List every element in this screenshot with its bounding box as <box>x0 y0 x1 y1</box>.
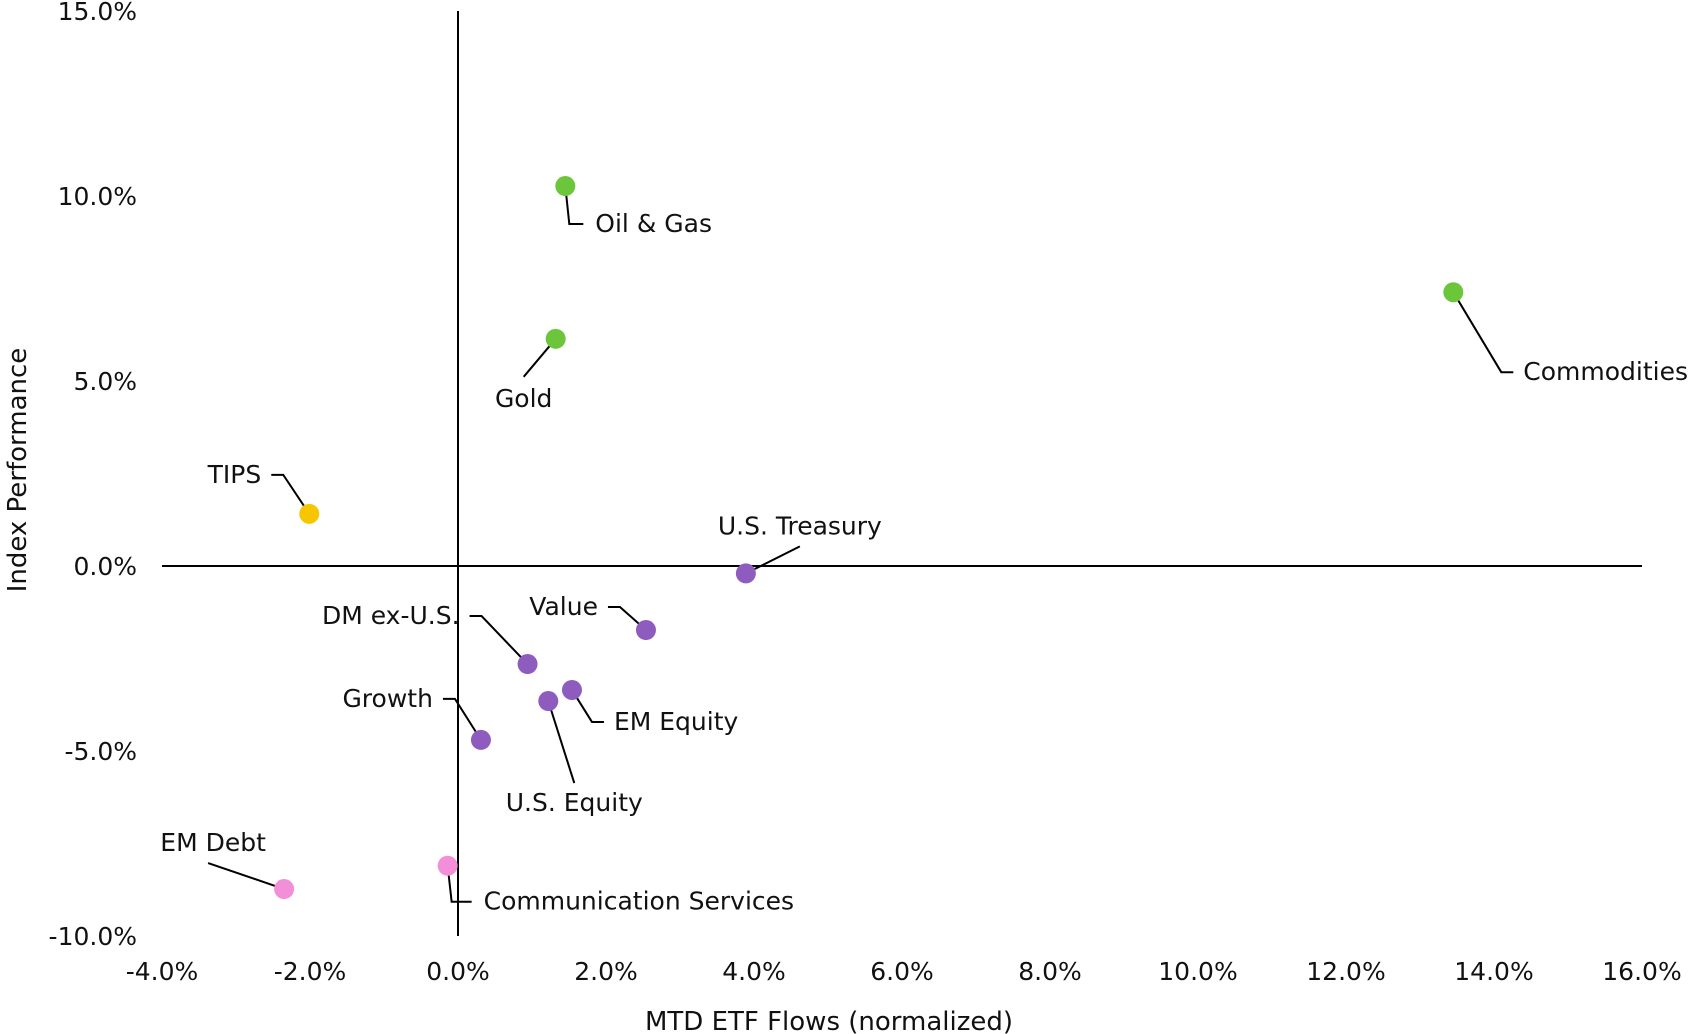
data-point-label: U.S. Treasury <box>718 511 882 540</box>
leader-line <box>469 615 529 665</box>
leader-line <box>607 606 647 631</box>
x-tick-label: 0.0% <box>426 957 490 986</box>
data-point-label: U.S. Equity <box>506 788 643 817</box>
data-point-label: EM Debt <box>160 828 266 857</box>
data-point[interactable] <box>437 855 458 876</box>
leader-line <box>547 700 576 784</box>
data-points <box>274 176 1464 900</box>
x-tick-label: 4.0% <box>722 957 786 986</box>
data-point-label: TIPS <box>207 460 262 489</box>
data-point[interactable] <box>555 176 576 197</box>
x-tick-label: 2.0% <box>574 957 638 986</box>
data-point-label: Communication Services <box>484 887 794 916</box>
x-tick-label: 10.0% <box>1158 957 1237 986</box>
data-point[interactable] <box>299 503 320 524</box>
data-point[interactable] <box>545 328 566 349</box>
data-point[interactable] <box>274 879 295 900</box>
y-tick-label: -5.0% <box>64 737 137 766</box>
leader-line <box>571 689 604 723</box>
data-point-label: DM ex-U.S. <box>322 601 460 630</box>
axes <box>162 11 1642 936</box>
x-tick-label: 16.0% <box>1602 957 1681 986</box>
y-tick-label: 15.0% <box>58 0 137 26</box>
leader-line <box>271 473 311 515</box>
x-tick-label: -4.0% <box>126 957 199 986</box>
x-tick-label: 6.0% <box>870 957 934 986</box>
leader-line <box>1452 291 1514 374</box>
tick-labels: -4.0% -2.0% 0.0% 2.0% 4.0% 6.0% 8.0% 10.0% 12.0%… <box>49 0 1682 986</box>
y-tick-label: 0.0% <box>73 552 137 581</box>
data-point-label: Oil & Gas <box>595 209 712 238</box>
y-tick-label: -10.0% <box>49 922 137 951</box>
leader-line <box>442 697 482 741</box>
leader-line <box>745 545 801 575</box>
data-point[interactable] <box>538 691 559 712</box>
data-point-label: Value <box>529 592 598 621</box>
x-tick-label: -2.0% <box>274 957 347 986</box>
y-axis-title: Index Performance <box>3 348 33 593</box>
data-point[interactable] <box>635 620 656 641</box>
leader-line <box>446 865 472 903</box>
x-tick-label: 8.0% <box>1018 957 1082 986</box>
x-axis-title: MTD ETF Flows (normalized) <box>645 1007 1013 1034</box>
data-point[interactable] <box>561 679 582 700</box>
data-point[interactable] <box>517 654 538 675</box>
data-point-label: EM Equity <box>614 707 739 736</box>
data-point[interactable] <box>470 729 491 750</box>
x-tick-label: 14.0% <box>1454 957 1533 986</box>
point-labels: Oil & Gas Gold Commodities TIPS U.S. Treasur… <box>160 209 1688 916</box>
leader-line <box>207 862 285 890</box>
data-point[interactable] <box>1443 282 1464 303</box>
y-tick-label: 10.0% <box>58 182 137 211</box>
data-point-label: Growth <box>342 684 433 713</box>
data-point-label: Commodities <box>1523 357 1688 386</box>
x-tick-label: 12.0% <box>1306 957 1385 986</box>
leader-lines <box>207 185 1514 903</box>
data-point[interactable] <box>735 563 756 584</box>
data-point-label: Gold <box>495 384 552 413</box>
y-tick-label: 5.0% <box>73 367 137 396</box>
leader-line <box>564 185 584 226</box>
